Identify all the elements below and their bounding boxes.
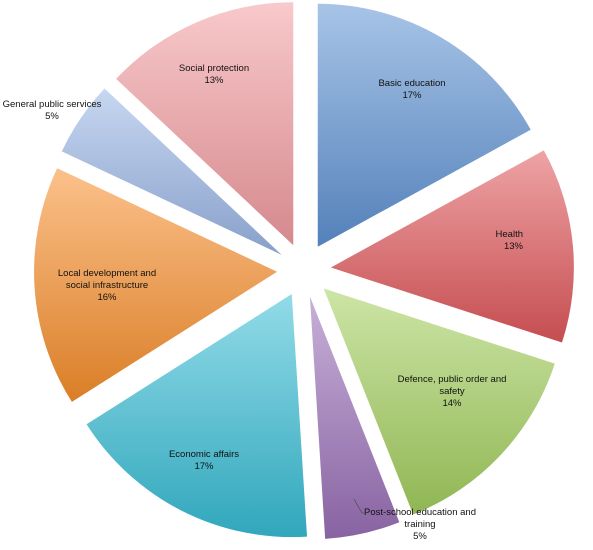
pie-slice-local-development-and-social-infrastructure bbox=[34, 168, 278, 402]
pie-slice-post-school-education-and-training bbox=[309, 296, 400, 539]
pie-slice-social-protection bbox=[116, 2, 294, 246]
pie-slice-general-public-services bbox=[61, 88, 282, 255]
data-label-local-development-and-social-infrastructure: Local development and social infrastructu… bbox=[58, 268, 156, 303]
leader-line-post-school-education-and-training bbox=[353, 498, 366, 514]
data-label-basic-education: Basic education 17% bbox=[378, 78, 445, 101]
data-label-defence-public-order-and-safety: Defence, public order and safety 14% bbox=[398, 374, 507, 409]
pie-slice-health bbox=[330, 150, 574, 343]
pie-labels: Basic education 17% Health 13% Defence, publ… bbox=[3, 63, 524, 542]
data-label-general-public-services: General public services 5% bbox=[3, 99, 102, 122]
pie-slices bbox=[34, 2, 574, 539]
data-label-health: Health 13% bbox=[496, 229, 524, 252]
data-label-post-school-education-and-training: Post-school education and training 5% bbox=[364, 507, 476, 542]
pie-slice-economic-affairs bbox=[86, 294, 308, 538]
pie-slice-basic-education bbox=[317, 3, 531, 247]
data-label-social-protection: Social protection 13% bbox=[179, 63, 249, 86]
pie-slice-defence-public-order-and-safety bbox=[323, 288, 555, 515]
data-label-economic-affairs: Economic affairs 17% bbox=[169, 449, 239, 472]
